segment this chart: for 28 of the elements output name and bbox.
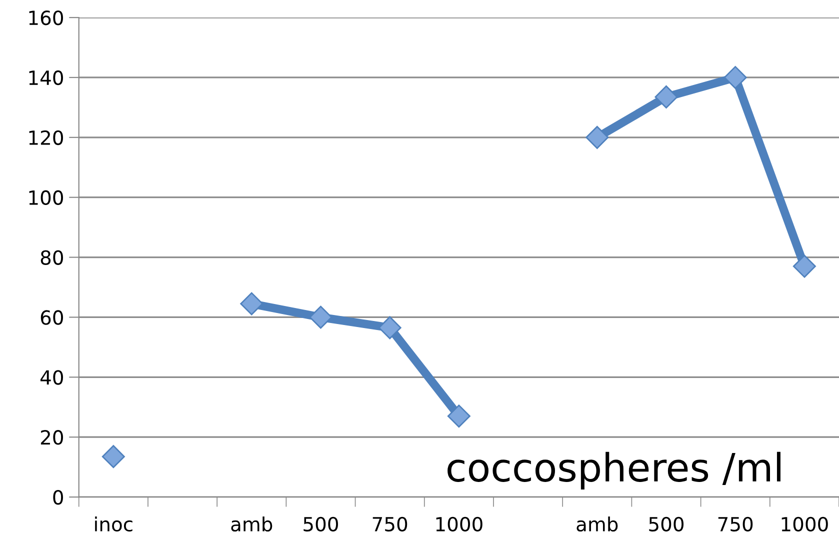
- x-tick-label: 750: [718, 516, 753, 532]
- point: [102, 445, 125, 468]
- y-tick-label: 120: [29, 130, 63, 146]
- y-tick-label: 20: [40, 430, 63, 445]
- x-tick-label: 1000: [436, 516, 482, 532]
- y-tick-label: 100: [29, 190, 63, 206]
- x-tick-label: 750: [372, 516, 408, 532]
- point: [309, 306, 332, 329]
- annotation: coccospheres /ml: [448, 452, 780, 490]
- y-tick-label: 80: [40, 250, 63, 265]
- point: [792, 254, 816, 278]
- point: [240, 292, 264, 316]
- x-tick-label: amb: [231, 516, 272, 532]
- point: [586, 126, 609, 149]
- y-tick-label: 40: [40, 370, 63, 385]
- y-tick-label: 140: [29, 70, 63, 86]
- x-tick-label: 500: [304, 516, 338, 532]
- point: [378, 316, 402, 340]
- x-tick-label: 500: [649, 516, 684, 532]
- x-tick-label: 1000: [782, 516, 828, 532]
- x-tick-label: amb: [576, 516, 618, 532]
- point: [724, 66, 747, 89]
- y-tick-label: 160: [29, 10, 63, 26]
- y-tick-label: 60: [40, 310, 63, 325]
- point: [447, 404, 470, 428]
- x-tick-label: inoc: [95, 516, 132, 532]
- point: [654, 85, 678, 108]
- y-tick-label: 0: [53, 490, 63, 505]
